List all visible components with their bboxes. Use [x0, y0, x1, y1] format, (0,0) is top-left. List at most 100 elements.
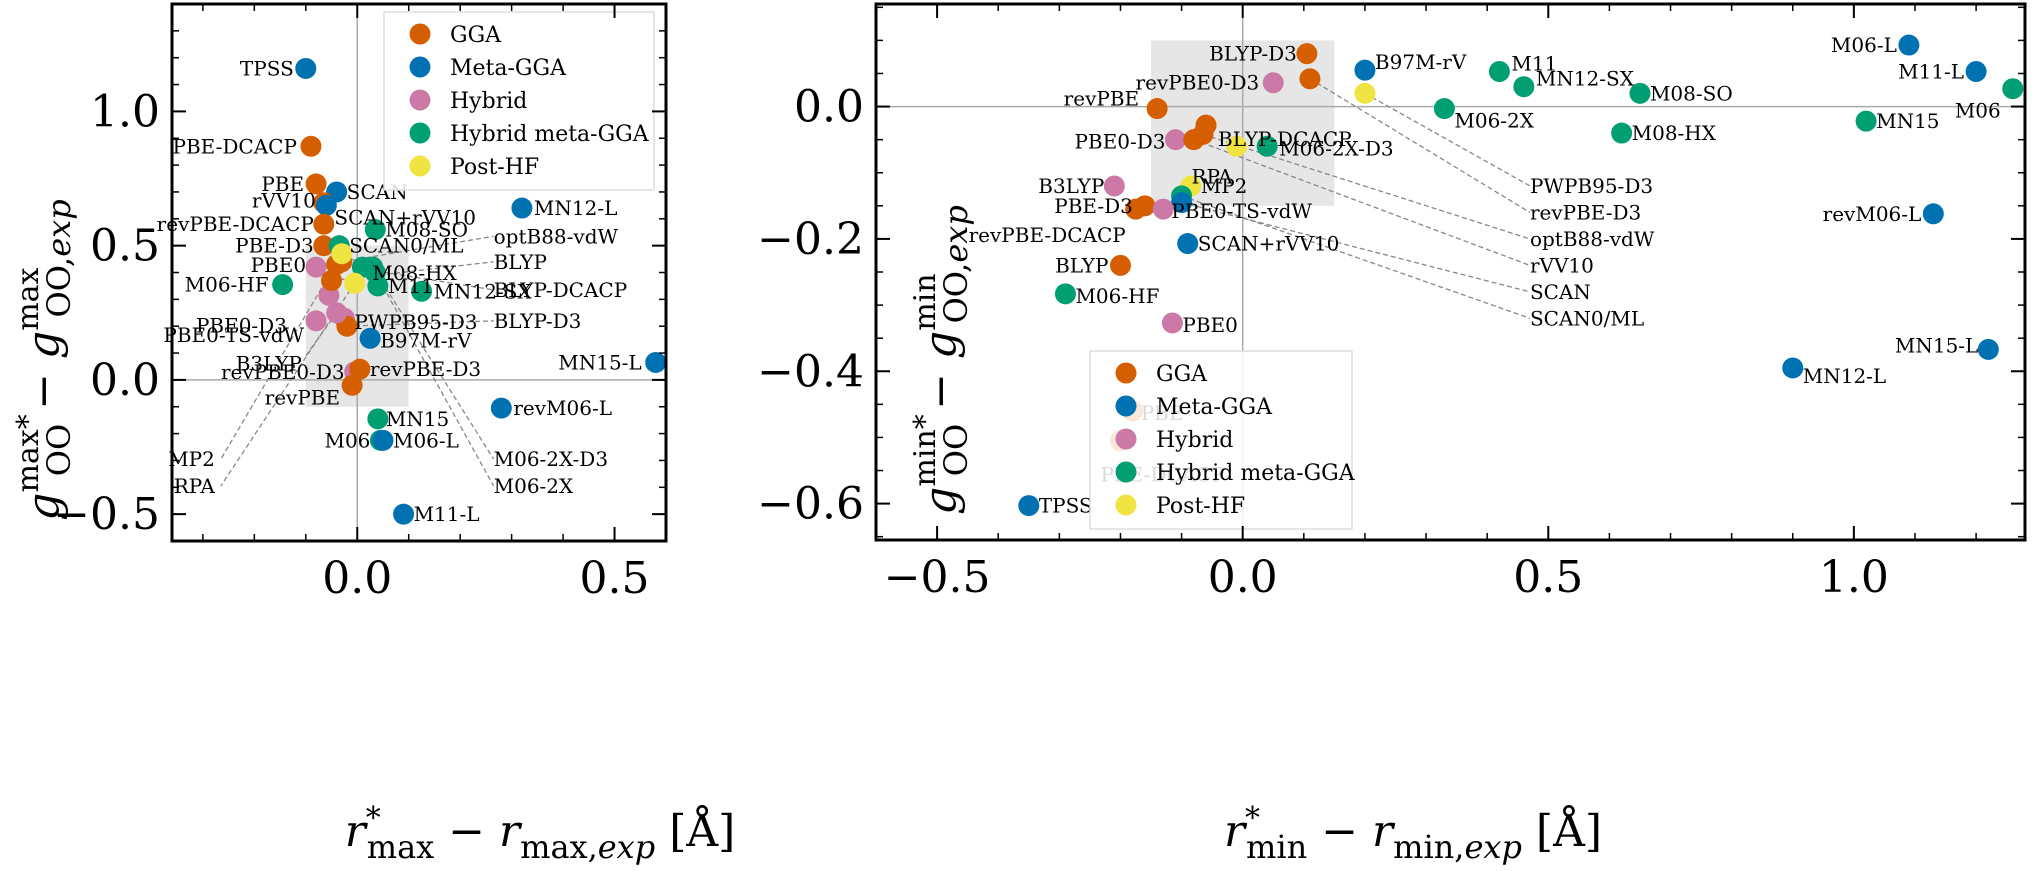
line-label-scan0-ml: SCAN0/ML: [1530, 306, 1644, 330]
point-b97m-rv: [1354, 59, 1376, 81]
left-data-points: [272, 57, 667, 525]
point-label-m06: M06: [1955, 99, 2001, 123]
point-label-mn15: MN15: [1876, 109, 1939, 133]
point-scan-rvv10: [315, 194, 337, 216]
point-label-mn12-sx: MN12-SX: [1536, 67, 1635, 91]
point-label-mn12-sx: MN12-SX: [434, 279, 533, 303]
leader-line-optb88-vdw: [341, 235, 494, 263]
line-label-pwpb95-d3: PWPB95-D3: [1530, 174, 1653, 198]
point-pwpb95-d3: [1354, 82, 1376, 104]
legend-marker-post-hf: [409, 155, 431, 177]
point-b3lyp: [1103, 175, 1125, 197]
point-label-revpbe: revPBE: [1064, 87, 1139, 111]
point-mn15-l: [1977, 338, 1999, 360]
point-label-m11-l: M11-L: [1898, 59, 1964, 83]
point-label-revpbe0-d3: revPBE0-D3: [221, 360, 345, 384]
y-tick-label: 1.0: [90, 86, 160, 137]
legend-entry-post-hf: Post-HF: [1156, 494, 1245, 519]
point-m11: [1488, 60, 1510, 82]
left-legend: GGA Meta-GGA Hybrid Hybrid meta-GGA Post-HF: [383, 11, 655, 191]
point-label-revpbe: revPBE: [265, 385, 340, 409]
line-label-revpbe-d3: revPBE-D3: [1530, 200, 1641, 224]
point-label-scan-rvv10: SCAN+rVV10: [334, 205, 476, 229]
y-tick-label: −0.6: [757, 479, 864, 530]
line-label-optb88-vdw: optB88-vdW: [1530, 227, 1655, 251]
point-label-pbe0-d3: PBE0-D3: [196, 313, 287, 337]
point-b97m-rv: [359, 327, 381, 349]
point-m11-l: [1965, 60, 1987, 82]
point-label-pbe: PBE: [261, 172, 304, 196]
point-label-mn12-l: MN12-L: [1803, 364, 1886, 388]
legend-entry-hybrid: Hybrid: [1156, 428, 1233, 453]
legend-entry-post-hf: Post-HF: [450, 155, 539, 180]
point-label-revpbe0-d3: revPBE0-D3: [1136, 71, 1260, 95]
point-label-m06-hf: M06-HF: [185, 273, 269, 297]
point-label-blyp: BLYP: [1055, 253, 1108, 277]
point-label-m06-hf: M06-HF: [1075, 284, 1159, 308]
point-b3lyp: [326, 302, 348, 324]
point-tpss: [295, 57, 317, 79]
point-label-mn15-l: MN15-L: [1895, 333, 1978, 357]
point-blyp: [321, 270, 343, 292]
x-tick-label: 0.0: [1208, 552, 1278, 603]
point-revpbe-dcacp: [313, 213, 335, 235]
line-label-optb88-vdw: optB88-vdW: [494, 224, 619, 248]
point-revpbe-dcacp: [1125, 198, 1147, 220]
point-m06-l: [372, 429, 394, 451]
point-label-blyp-d3: BLYP-D3: [1209, 42, 1297, 66]
point-scan: [1171, 192, 1193, 214]
point-m06-2x: [1433, 98, 1455, 120]
point-label-b3lyp: B3LYP: [1038, 174, 1104, 198]
point-label-revpbe-dcacp: revPBE-DCACP: [969, 223, 1126, 247]
point-label-revpbe-dcacp: revPBE-DCACP: [157, 212, 314, 236]
line-label-blyp: BLYP: [494, 250, 547, 274]
point-mn15: [367, 408, 389, 430]
right-scatter-panel: PWPB95-D3revPBE-D3optB88-vdWrVV10SCANSCA…: [757, 2, 2027, 866]
legend-entry-meta-gga: Meta-GGA: [450, 56, 567, 81]
point-label-m06-2x-d3: M06-2X-D3: [1279, 136, 1393, 160]
point-label-pbe0-ts-vdw: PBE0-TS-vdW: [163, 323, 304, 347]
point-m06-2x-d3: [1256, 135, 1278, 157]
point-label-tpss: TPSS: [1039, 494, 1093, 518]
point-label-b97m-rv: B97M-rV: [1375, 50, 1467, 74]
right-x-axis-label: r* min − rmin,exp [Å]: [1224, 801, 1602, 866]
point-revm06-l: [490, 397, 512, 419]
point-label-pbe0: PBE0: [1182, 313, 1237, 337]
point-label-m06-l: M06-L: [393, 428, 459, 452]
point-revpbe-d3: [349, 358, 371, 380]
point-rpa: [344, 272, 366, 294]
legend-entry-hybrid-meta-gga: Hybrid meta-GGA: [1156, 461, 1356, 486]
legend-marker-hybrid: [1115, 428, 1137, 450]
point-label-tpss: TPSS: [240, 56, 294, 80]
line-label-rpa: RPA: [174, 474, 216, 498]
line-label-m06-2x-d3: M06-2X-D3: [494, 447, 608, 471]
leader-line-revpbe-d3: [1309, 78, 1531, 213]
x-tick-label: −0.5: [884, 552, 991, 603]
y-tick-label: −0.4: [757, 346, 864, 397]
point-label-mn12-l: MN12-L: [534, 196, 617, 220]
point-pbe0: [1161, 312, 1183, 334]
point-label-m11-l: M11-L: [414, 502, 480, 526]
point-revm06-l: [1922, 203, 1944, 225]
leader-line-rvv10: [1193, 139, 1531, 266]
legend-marker-gga: [409, 23, 431, 45]
x-tick-label: 1.0: [1819, 552, 1889, 603]
line-label-b3lyp: B3LYP: [236, 352, 302, 376]
point-revpbe-d3: [1299, 68, 1321, 90]
point-rpa: [1226, 135, 1248, 157]
right-point-labels: PWPB95-D3revPBE-D3optB88-vdWrVV10SCANSCA…: [969, 33, 2001, 518]
legend-marker-gga: [1115, 362, 1137, 384]
legend-marker-hybrid-meta-gga: [409, 122, 431, 144]
point-m06-l: [1898, 34, 1920, 56]
legend-marker-hybrid: [409, 89, 431, 111]
point-label-revm06-l: revM06-L: [1823, 202, 1922, 226]
point-label-revm06-l: revM06-L: [513, 396, 612, 420]
line-label-blyp-d3: BLYP-D3: [494, 309, 582, 333]
point-mn15-l: [645, 351, 667, 373]
point-m08-so: [1629, 82, 1651, 104]
point-blyp-d3: [1296, 43, 1318, 65]
point-pbe0-ts-vdw: [1152, 198, 1174, 220]
